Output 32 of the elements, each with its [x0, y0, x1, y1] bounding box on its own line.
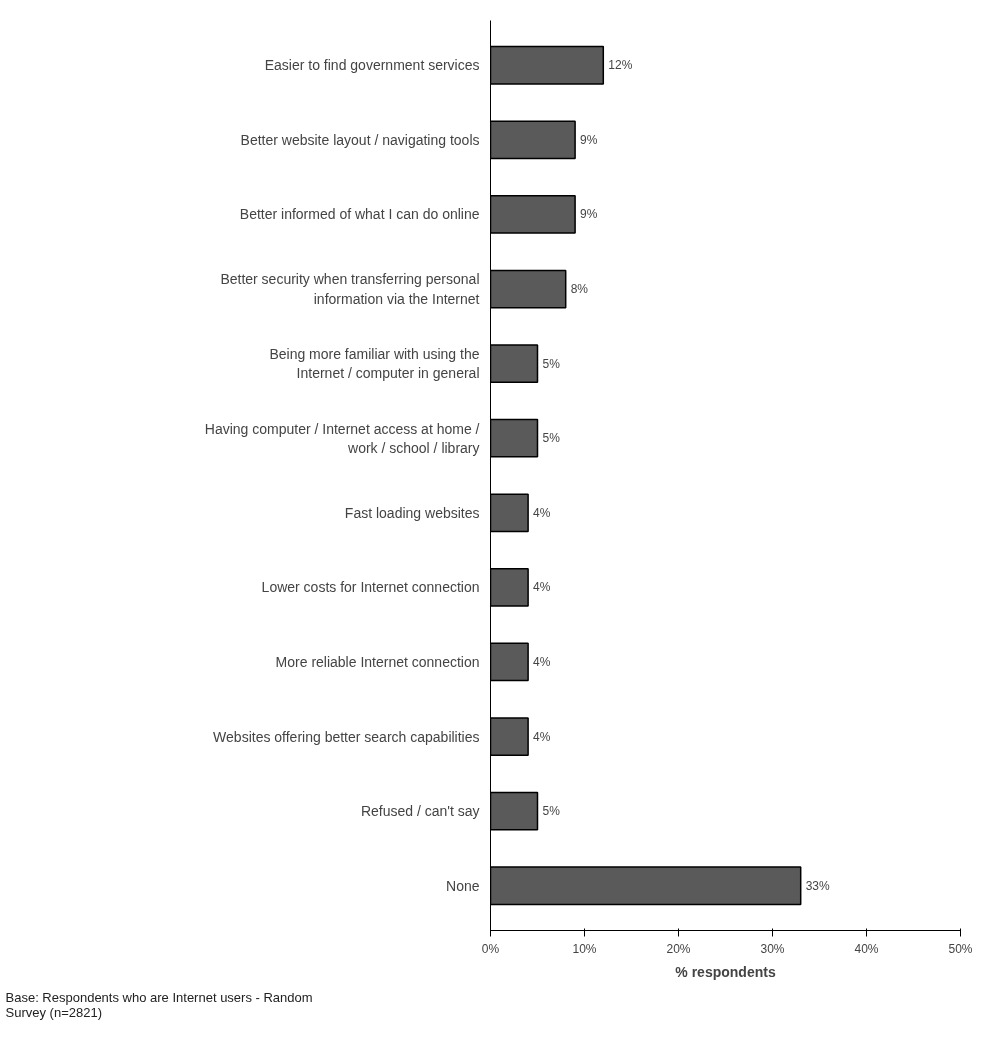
data-label: 5% — [542, 804, 561, 819]
x-tick-label: 40% — [854, 941, 879, 956]
x-tick-label: 50% — [948, 941, 973, 956]
text: Base: Respondents who are Internet users - Random Survey (n=2821) — [5, 989, 313, 1020]
y-tick-label: Being more familiar with using the Internet / computer in general — [269, 346, 480, 382]
x-axis-title: % respondents — [675, 963, 776, 980]
data-label: 9% — [580, 132, 598, 147]
data-label: 4% — [533, 729, 551, 744]
y-tick-label: More reliable Internet connection — [275, 653, 480, 670]
data-label: 4% — [533, 580, 551, 595]
y-tick-label: Better security when transferring personal information via the Internet — [220, 271, 480, 307]
y-tick-label: Better informed of what I can do online — [239, 206, 480, 223]
y-tick-label: Easier to find government services — [264, 57, 480, 74]
data-label: 4% — [533, 505, 551, 520]
y-tick-label: None — [446, 877, 480, 894]
data-label: 9% — [580, 207, 598, 222]
data-label: 4% — [533, 654, 551, 669]
y-tick-label: Refused / can't say — [360, 803, 480, 820]
x-tick-label: 10% — [572, 941, 597, 956]
y-tick-label: Better website layout / navigating tools — [240, 131, 480, 148]
data-label: 5% — [542, 356, 561, 371]
y-tick-label: Lower costs for Internet connection — [261, 579, 480, 596]
x-tick-label: 0% — [481, 941, 500, 956]
y-tick-label: Having computer / Internet access at home / work / school / library — [204, 420, 480, 456]
data-label: 33% — [805, 878, 831, 893]
y-tick-label: Fast loading websites — [344, 504, 480, 521]
data-label: 8% — [570, 282, 589, 297]
data-label: 12% — [608, 58, 633, 73]
x-tick-label: 20% — [666, 941, 691, 956]
y-tick-label: Websites offering better search capabilities — [213, 728, 480, 745]
x-tick-label: 30% — [760, 941, 785, 956]
data-label: 5% — [542, 431, 561, 446]
